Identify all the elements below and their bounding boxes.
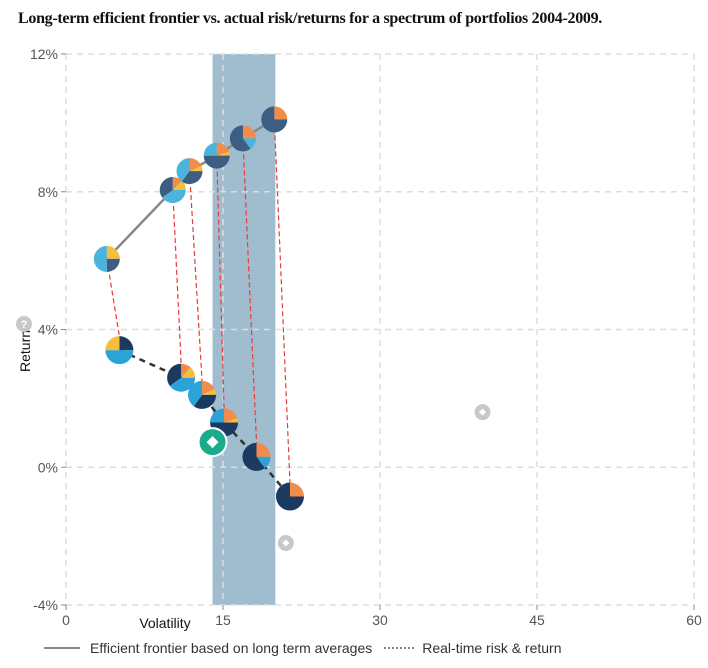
connector-line <box>273 119 291 483</box>
pie-slice <box>275 482 304 511</box>
pie-slice <box>203 155 230 169</box>
frontier-point <box>203 142 230 169</box>
x-tick-label: 15 <box>215 612 231 628</box>
y-axis-label: Return <box>17 330 33 372</box>
legend-dotted-line-icon <box>384 647 415 649</box>
pie-slice <box>189 158 202 172</box>
pie-slice <box>105 350 134 365</box>
realtime-point <box>242 442 271 471</box>
pie-slice <box>189 165 203 172</box>
connector-line <box>188 171 203 381</box>
realtime-point <box>275 482 304 511</box>
realtime-point <box>188 380 217 409</box>
legend-item-realtime: Real-time risk & return <box>422 640 562 656</box>
connector-line <box>242 138 258 443</box>
pie-slice <box>216 142 230 156</box>
pie-slice <box>229 125 251 152</box>
x-tick-label: 60 <box>686 612 702 628</box>
pie-slice <box>159 177 173 198</box>
pie-slice <box>119 336 134 351</box>
pie-slice <box>162 190 186 204</box>
y-tick-label: 12% <box>30 46 58 62</box>
diamond-icon <box>282 539 290 547</box>
pie-slice <box>203 142 217 156</box>
pie-slice <box>224 418 239 423</box>
connector-line <box>172 189 182 364</box>
y-tick-label: 4% <box>38 322 58 338</box>
y-tick-label: 8% <box>38 184 58 200</box>
diamond-icon <box>479 408 487 416</box>
pie-slice <box>93 245 107 272</box>
pie-slice <box>106 245 120 259</box>
x-tick-label: 45 <box>529 612 545 628</box>
pie-slice <box>167 363 182 386</box>
svg-text:?: ? <box>21 319 28 331</box>
connector-line <box>216 155 225 409</box>
diamond-icon <box>206 436 219 449</box>
pie-slice <box>216 151 230 156</box>
pie-slice <box>242 442 265 471</box>
frontier-point <box>176 158 203 185</box>
pie-slice <box>181 171 203 185</box>
realtime-point <box>105 336 134 365</box>
frontier-point <box>159 177 186 204</box>
pie-slice <box>274 106 288 120</box>
frontier-point <box>229 125 256 152</box>
legend-item-frontier: Efficient frontier based on long term av… <box>90 640 373 656</box>
legend: Efficient frontier based on long term av… <box>44 640 562 656</box>
pie-slice <box>105 336 120 351</box>
y-tick-label: -4% <box>33 597 58 613</box>
legend-solid-line-icon <box>44 647 80 649</box>
benchmark-b-marker[interactable] <box>277 535 294 552</box>
benchmark-a-marker[interactable] <box>474 404 491 421</box>
frontier-point <box>261 106 288 133</box>
pie-slice <box>193 394 217 409</box>
x-tick-label: 30 <box>372 612 388 628</box>
pie-slice <box>181 367 196 378</box>
frontier-point <box>93 245 120 272</box>
pie-slice <box>261 106 288 133</box>
help-icon[interactable]: ? <box>16 316 32 332</box>
y-tick-label: 0% <box>38 459 58 475</box>
pie-slice <box>172 177 182 191</box>
connector-line <box>106 258 120 337</box>
chart-title: Long-term efficient frontier vs. actual … <box>18 10 603 27</box>
pie-slice <box>176 158 190 182</box>
realtime-point <box>167 363 196 392</box>
pie-slice <box>202 388 217 395</box>
selected-portfolio-marker[interactable] <box>197 427 228 458</box>
x-axis-label: Volatility <box>139 615 190 631</box>
pie-slice <box>256 442 271 457</box>
pie-slice <box>172 180 186 191</box>
pie-slice <box>169 377 196 392</box>
pie-slice <box>242 138 256 149</box>
pie-slice <box>289 482 304 497</box>
pie-slice <box>224 408 238 423</box>
pie-slice <box>106 258 120 272</box>
pie-slice <box>188 380 203 407</box>
pie-slice <box>256 456 271 469</box>
x-tick-label: 0 <box>62 612 70 628</box>
pie-slice <box>181 363 191 378</box>
pie-slice <box>210 408 225 423</box>
pie-slice <box>242 125 256 139</box>
pie-slice <box>202 380 215 395</box>
